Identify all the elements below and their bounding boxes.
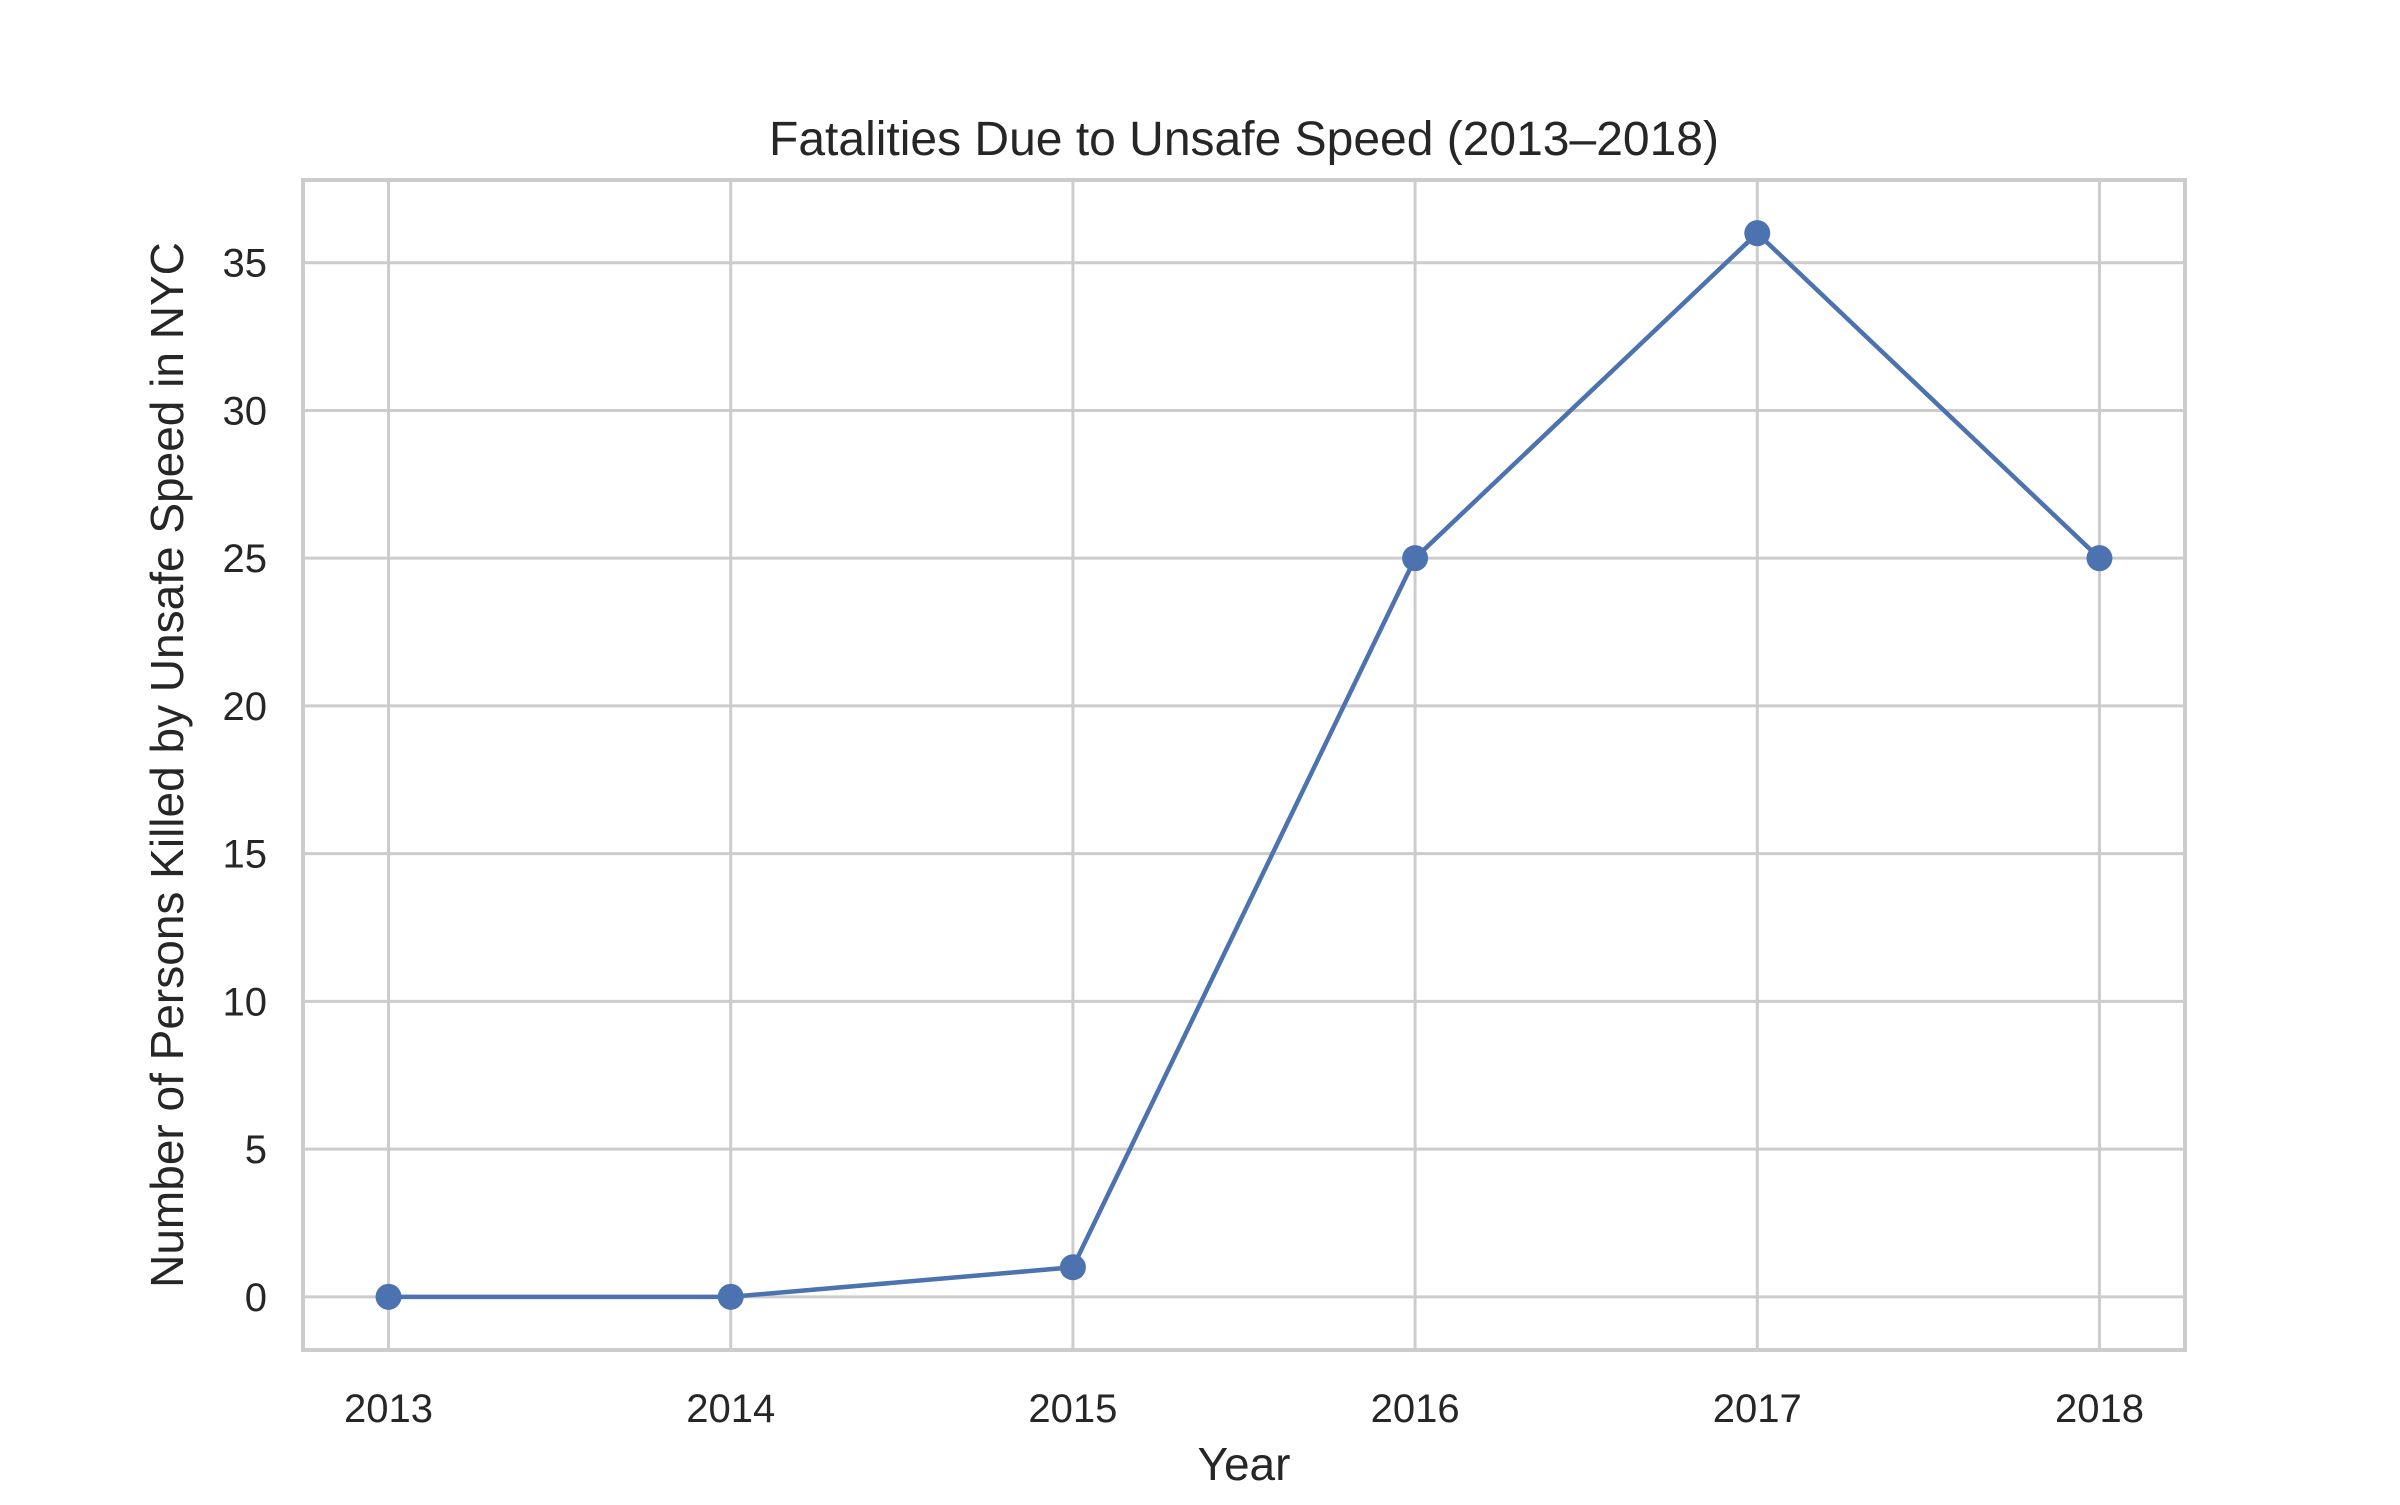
series-layer [375, 220, 2113, 1310]
x-tick-label: 2017 [1713, 1387, 1802, 1431]
y-tick-label: 10 [223, 980, 268, 1024]
y-tick-label: 20 [223, 685, 268, 729]
series-line [386, 230, 2102, 1300]
y-tick-label: 15 [223, 833, 268, 877]
y-tick-label: 25 [223, 537, 268, 581]
data-point-marker [717, 1283, 744, 1310]
x-tick-label: 2018 [2055, 1387, 2144, 1431]
x-tick-label: 2014 [686, 1387, 775, 1431]
data-point-marker [2086, 545, 2113, 572]
x-tick-label: 2016 [1371, 1387, 1460, 1431]
x-tick-label: 2015 [1028, 1387, 1117, 1431]
data-point-marker [1059, 1254, 1086, 1281]
grid-layer [303, 180, 2185, 1350]
data-point-marker [1402, 545, 1429, 572]
tick-labels: 2013 2014 2015 2016 2017 2018 0 5 10 15 20 25 30 35 [223, 242, 2144, 1431]
data-point-marker [375, 1283, 402, 1310]
x-tick-label: 2013 [344, 1387, 433, 1431]
y-tick-label: 35 [223, 242, 268, 286]
y-tick-label: 0 [245, 1276, 267, 1320]
y-tick-label: 5 [245, 1128, 267, 1172]
x-axis-label: Year [1198, 1438, 1291, 1490]
y-tick-label: 30 [223, 389, 268, 433]
plot-frame [301, 178, 2187, 1352]
chart-title: Fatalities Due to Unsafe Speed (2013–201… [769, 113, 1719, 166]
y-axis-label: Number of Persons Killed by Unsafe Speed… [141, 242, 193, 1288]
data-point-marker [1744, 220, 1771, 247]
